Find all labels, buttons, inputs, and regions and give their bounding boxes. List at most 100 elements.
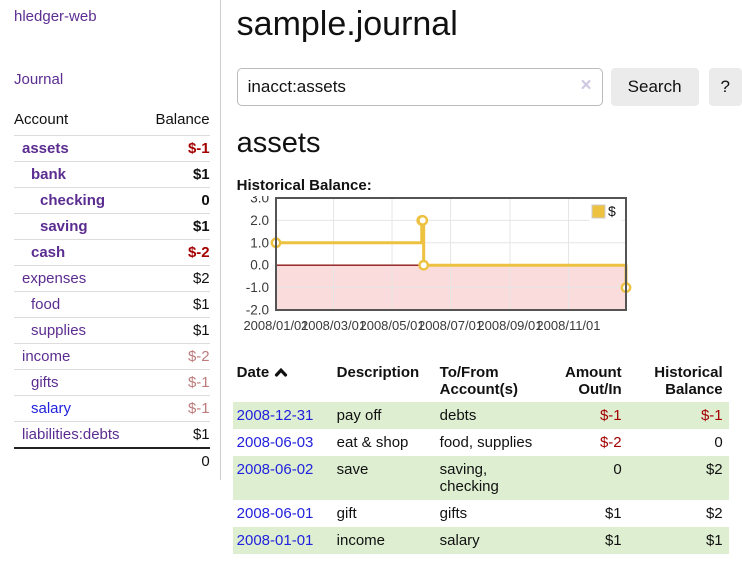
register-description: gift (336, 505, 357, 522)
help-button[interactable]: ? (708, 68, 742, 106)
register-date-cell: 2008-01-01 (233, 527, 333, 554)
register-header-amount: Amount Out/In (565, 364, 622, 398)
register-date-cell: 2008-06-01 (233, 500, 333, 527)
account-row: checking 0 (14, 187, 210, 214)
account-balance: $-1 (143, 395, 210, 422)
account-link-bank[interactable]: bank (31, 166, 67, 183)
x-tick-label: 2008/01/01 (243, 318, 308, 333)
account-link-gifts[interactable]: gifts (31, 374, 59, 391)
account-link-checking[interactable]: checking (40, 192, 106, 209)
account-cell: liabilities:debts (14, 421, 144, 449)
register-balance: $1 (705, 532, 723, 549)
account-balance: $1 (143, 421, 210, 449)
x-tick-label: 2008/09/01 (477, 318, 542, 333)
register-amount: 0 (613, 461, 622, 478)
register-accounts: salary (439, 532, 480, 549)
sidebar: hledger-web Journal Account Balance asse… (0, 0, 221, 480)
register-row: 2008-06-03 eat & shop food, supplies $-2 0 (233, 429, 729, 456)
account-balance: $1 (143, 213, 210, 240)
accounts-total-spacer (14, 447, 144, 474)
x-tick-label: 2008/05/01 (359, 318, 424, 333)
page-title: sample.journal (236, 5, 458, 43)
register-amount: $1 (604, 532, 622, 549)
account-link-liabilities-debts[interactable]: liabilities:debts (22, 426, 120, 443)
account-row: cash $-2 (14, 239, 210, 266)
account-link-income[interactable]: income (22, 348, 71, 365)
search-input[interactable] (236, 68, 603, 106)
data-point-marker (416, 215, 428, 226)
account-link-supplies[interactable]: supplies (31, 322, 87, 339)
account-cell: salary (14, 395, 144, 422)
account-row: assets $-1 (14, 135, 210, 162)
register-header-row: Date Description To/From Account(s) Amou… (233, 360, 729, 402)
transaction-date-link[interactable]: 2008-01-01 (236, 532, 314, 549)
app-title-link[interactable]: hledger-web (14, 8, 97, 25)
accounts-table: Account Balance assets $-1 bank $1 checking 0… (14, 109, 210, 474)
accounts-header-balance: Balance (143, 109, 210, 136)
legend-label: $ (608, 203, 616, 219)
account-row: salary $-1 (14, 395, 210, 422)
accounts-header-row: Account Balance (14, 109, 210, 136)
account-balance: $-1 (143, 369, 210, 396)
y-tick-label: 1.0 (250, 235, 269, 250)
account-cell: saving (14, 213, 144, 240)
plot-border (274, 197, 627, 311)
account-balance: $1 (143, 317, 210, 344)
register-amount: $1 (604, 505, 622, 522)
account-link-cash[interactable]: cash (31, 244, 66, 261)
sidebar-item-journal[interactable]: Journal (14, 71, 64, 88)
register-balance: $2 (705, 505, 723, 522)
register-accounts: gifts (439, 505, 468, 522)
account-row: gifts $-1 (14, 369, 210, 396)
y-tick-label: 0.0 (250, 258, 269, 273)
y-tick-label: -2.0 (245, 303, 268, 318)
account-link-food[interactable]: food (31, 296, 61, 313)
main-content: sample.journal × Search ? assets Histori… (221, 0, 742, 554)
account-row: expenses $2 (14, 265, 210, 292)
transaction-date-link[interactable]: 2008-06-01 (236, 505, 314, 522)
account-cell: bank (14, 161, 144, 188)
search-bar: × Search ? (236, 68, 742, 106)
account-link-saving[interactable]: saving (40, 218, 88, 235)
register-date-cell: 2008-06-03 (233, 429, 333, 456)
account-row: income $-2 (14, 343, 210, 370)
register-header-balance: Historical Balance (654, 364, 723, 398)
transaction-date-link[interactable]: 2008-06-02 (236, 461, 314, 478)
search-field-wrap: × (236, 68, 603, 106)
account-cell: food (14, 291, 144, 318)
x-tick-label: 2008/11/01 (536, 318, 600, 333)
account-link-expenses[interactable]: expenses (22, 270, 87, 287)
y-tick-label: 2.0 (250, 213, 269, 228)
account-row: bank $1 (14, 161, 210, 188)
transaction-date-link[interactable]: 2008-06-03 (236, 434, 314, 451)
y-tick-label: 3.0 (250, 196, 269, 206)
account-balance: 0 (143, 187, 210, 214)
x-tick-label: 2008/03/01 (301, 318, 366, 333)
chart-title: Historical Balance: (236, 177, 372, 194)
register-header-date[interactable]: Date (233, 360, 333, 402)
register-row: 2008-01-01 income salary $1 $1 (232, 527, 729, 554)
register-accounts: debts (439, 407, 477, 424)
register-description: eat & shop (336, 434, 409, 451)
account-cell: cash (14, 239, 144, 266)
register-header-description: Description (336, 364, 420, 381)
register-accounts: food, supplies (439, 434, 533, 451)
register-table: Date Description To/From Account(s) Amou… (232, 360, 729, 554)
account-balance: $-2 (143, 343, 210, 370)
accounts-total-row: 0 (14, 447, 210, 474)
register-description: pay off (336, 407, 382, 424)
data-point-marker (417, 259, 429, 271)
register-amount: $-2 (599, 434, 622, 451)
register-description: income (336, 532, 386, 549)
clear-search-icon[interactable]: × (580, 75, 592, 96)
accounts-total-balance: 0 (143, 447, 210, 474)
y-tick-label: -1.0 (245, 280, 268, 295)
transaction-date-link[interactable]: 2008-12-31 (236, 407, 314, 424)
account-link-salary[interactable]: salary (31, 400, 72, 417)
account-cell: gifts (14, 369, 144, 396)
account-balance: $1 (143, 161, 210, 188)
account-row: supplies $1 (14, 317, 210, 344)
account-link-assets[interactable]: assets (22, 140, 69, 157)
account-row: saving $1 (14, 213, 210, 240)
search-button[interactable]: Search (610, 68, 699, 106)
